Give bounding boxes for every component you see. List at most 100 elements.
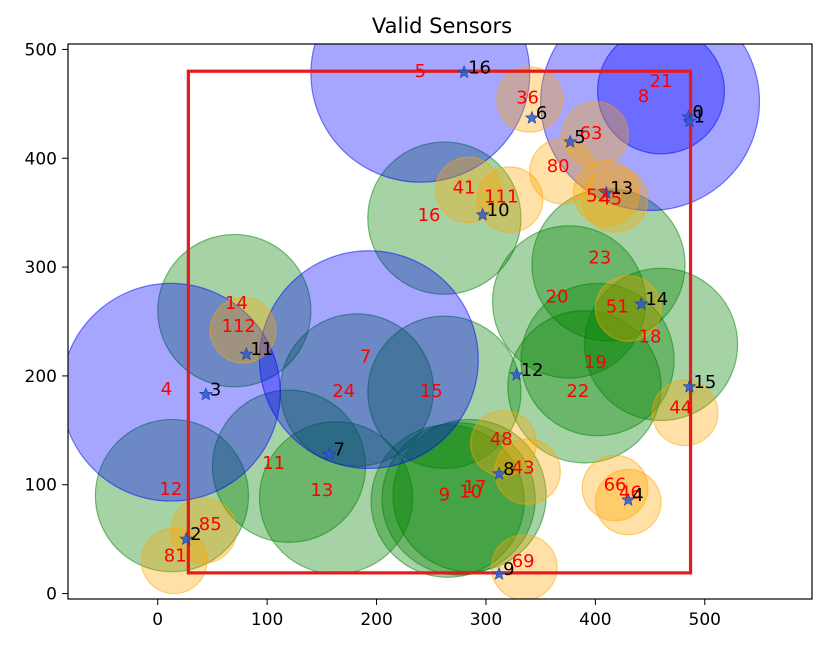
sensor-marker-5 [599, 185, 614, 200]
sensor-label-9: 12 [521, 360, 544, 381]
blue-circle-0 [310, 44, 531, 183]
blue-circle-3 [258, 250, 479, 470]
circle-label-0: 5 [415, 61, 426, 82]
orange-circle-16 [490, 534, 558, 599]
orange-circle-10 [470, 410, 537, 477]
circle-label-5: 80 [547, 156, 570, 177]
sensor-label-15: 2 [190, 524, 201, 545]
chart-title: Valid Sensors [372, 14, 512, 38]
y-tick-label-0: 0 [46, 585, 57, 605]
sensor-label-14: 4 [632, 485, 643, 506]
circle-label-29: 13 [310, 480, 333, 501]
sensor-marker-13 [492, 466, 507, 480]
circle-label-31: 10 [459, 481, 482, 502]
x-tick-label-4: 400 [579, 610, 611, 630]
sensor-marker-3 [524, 110, 539, 124]
orange-circle-2 [529, 138, 596, 205]
green-circle-12 [370, 424, 525, 578]
circle-label-27: 66 [604, 475, 627, 496]
circle-label-24: 48 [490, 429, 513, 450]
sensor-marker-11 [198, 387, 213, 401]
circle-label-8: 52 [586, 185, 609, 206]
sensor-label-4: 5 [574, 127, 585, 148]
region-rectangle [186, 69, 693, 575]
green-circle-3 [583, 267, 739, 422]
circle-label-22: 22 [566, 381, 589, 402]
blue-circles-layer [68, 44, 761, 502]
sensor-label-13: 8 [503, 459, 514, 480]
circle-label-21: 15 [420, 381, 443, 402]
sensor-label-3: 6 [536, 103, 547, 124]
sensor-marker-15 [179, 531, 194, 546]
circle-label-19: 4 [161, 379, 172, 400]
circle-label-36: 69 [512, 551, 535, 572]
circle-label-34: 85 [199, 514, 222, 535]
sensor-label-11: 3 [210, 379, 221, 400]
circle-label-35: 81 [164, 545, 187, 566]
green-circle-11 [94, 418, 250, 573]
y-tick-label-4: 400 [25, 149, 57, 169]
green-circle-5 [507, 310, 662, 464]
orange-circle-3 [435, 156, 502, 224]
circle-label-2: 8 [638, 86, 649, 107]
circle-label-7: 111 [484, 186, 518, 207]
x-axis: 0 100 200 300 400 500 [152, 599, 721, 630]
circle-label-6: 41 [453, 178, 476, 199]
x-tick-label-0: 0 [152, 610, 163, 630]
plot-frame [67, 43, 813, 600]
sensor-label-1: 1 [693, 106, 704, 127]
green-circle-4 [520, 282, 675, 437]
sensor-marker-6 [475, 207, 490, 221]
circle-label-28: 12 [159, 479, 182, 500]
sensor-label-5: 13 [610, 178, 633, 199]
circle-label-20: 24 [332, 381, 355, 402]
circle-label-9: 45 [599, 189, 622, 210]
sensor-marker-16 [492, 566, 507, 580]
x-tick-label-2: 200 [360, 610, 392, 630]
green-circle-8 [367, 315, 522, 470]
x-tick-label-3: 300 [470, 610, 502, 630]
x-tick-label-5: 500 [689, 610, 721, 630]
sensor-label-16: 9 [503, 559, 514, 580]
sensor-label-12: 7 [333, 439, 344, 460]
circle-label-3: 36 [516, 87, 539, 108]
sensor-marker-14 [621, 492, 636, 506]
y-tick-label-5: 500 [25, 40, 57, 60]
circle-label-33: 46 [619, 482, 642, 503]
sensor-marker-2 [457, 64, 472, 79]
orange-circle-9 [651, 379, 719, 447]
sensor-marker-9 [509, 367, 524, 381]
green-circle-6 [157, 233, 312, 388]
y-axis: 0 100 200 300 400 500 [25, 40, 68, 605]
sensor-label-7: 14 [645, 289, 668, 310]
sensor-label-6: 10 [487, 200, 510, 221]
circle-label-4: 63 [580, 123, 603, 144]
green-circle-0 [367, 141, 522, 295]
y-tick-label-1: 100 [25, 476, 57, 496]
region-layer [186, 69, 693, 575]
blue-circle-4 [68, 282, 281, 502]
circle-label-12: 20 [546, 286, 569, 307]
circle-label-26: 43 [512, 457, 535, 478]
sensor-marker-4 [563, 134, 578, 148]
sensor-label-8: 11 [250, 339, 273, 360]
sensor-label-0: 0 [692, 102, 703, 123]
sensor-marker-1 [682, 113, 697, 128]
orange-circle-6 [581, 166, 649, 233]
orange-circle-15 [140, 527, 208, 595]
x-tick-label-1: 100 [251, 610, 283, 630]
circle-label-14: 14 [225, 293, 248, 314]
circle-label-16: 18 [639, 327, 662, 348]
circle-label-18: 19 [584, 352, 607, 373]
orange-circle-4 [476, 166, 544, 233]
circle-label-15: 112 [222, 316, 256, 337]
circle-label-13: 51 [606, 296, 629, 317]
circle-label-32: 9 [439, 485, 450, 506]
circle-label-11: 23 [588, 247, 611, 268]
y-tick-label-3: 300 [25, 258, 57, 278]
sensor-marker-12 [322, 446, 337, 461]
y-tick-label-2: 200 [25, 367, 57, 387]
